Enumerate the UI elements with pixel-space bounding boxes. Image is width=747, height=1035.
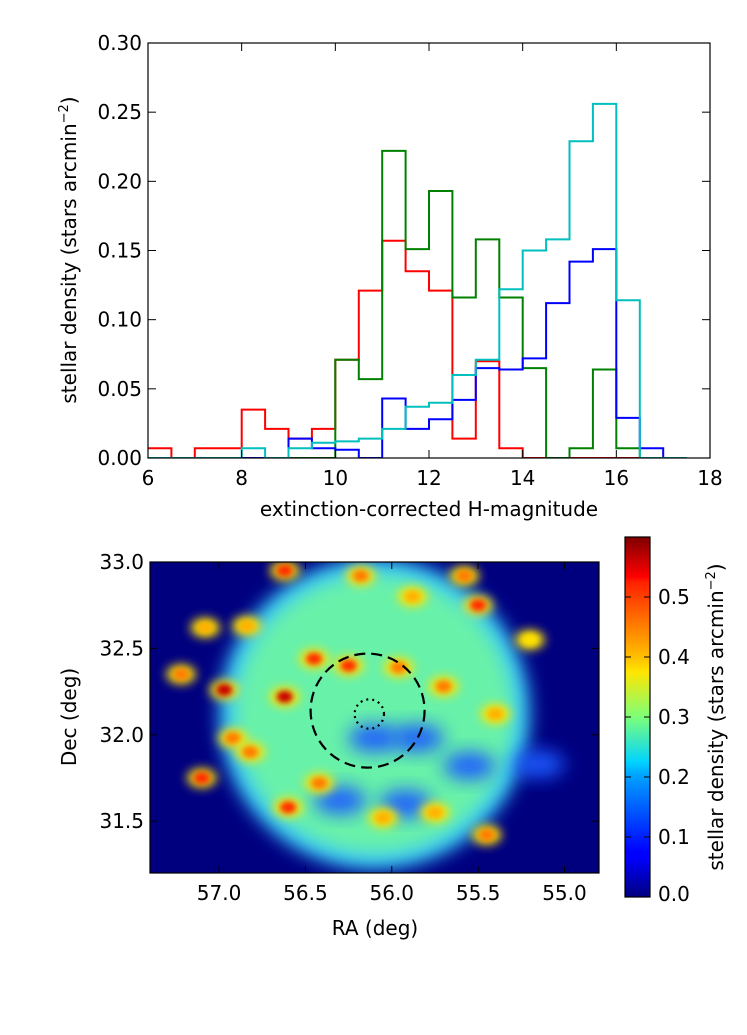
map-region-circles [309,652,426,769]
map-hot-region [521,633,538,646]
map-x-tick-label: 56.5 [283,881,328,905]
histogram-x-tick-label: 8 [235,466,248,490]
map-hot-region [306,652,323,665]
colorbar-tick-label: 0.3 [658,705,690,729]
map-hot-region [216,683,233,696]
histogram-y-tick-label: 0.30 [97,31,142,55]
map-y-axis-label: Dec (deg) [57,668,81,766]
map-x-axis-label: RA (deg) [332,916,418,940]
histogram-y-tick-label: 0.05 [97,377,142,401]
map-hot-region [352,569,369,582]
map-hot-region [456,569,473,582]
histogram-x-axis-label: extinction-corrected H-magnitude [260,497,598,521]
map-hot-region [426,806,443,819]
histogram-axes-frame [147,42,711,459]
histogram-y-tick-label: 0.10 [97,308,142,332]
map-density-field [166,562,565,870]
density-map-chart: 57.0 56.5 56.0 55.5 55.0 31.5 32.0 32.5 33.0 RA… [57,536,728,940]
map-y-tick-label: 33.0 [99,550,144,574]
map-hot-region [197,621,214,634]
histogram-y-ticks: 0.00 0.05 0.10 0.15 0.20 0.25 0.30 [97,31,710,470]
histogram-y-tick-label: 0.00 [97,446,142,470]
map-x-ticks: 57.0 56.5 56.0 55.5 55.0 [197,562,587,905]
histogram-y-axis-label: stellar density (stars arcmin−2) [57,96,81,403]
colorbar-tick-label: 0.2 [658,765,690,789]
map-x-tick-label: 55.5 [456,881,501,905]
histogram-series-green [148,149,687,458]
histogram-x-tick-label: 18 [697,466,722,490]
histogram-chart: 6 8 10 12 14 16 18 0.00 0.05 0.10 0.15 0.20 0.25 0.3… [57,31,723,521]
map-axes-frame [149,561,600,874]
colorbar-tick-label: 0.5 [658,585,690,609]
map-hot-region [470,599,487,612]
map-hot-region [390,661,407,674]
dotted-region-circle [353,698,386,730]
histogram-x-tick-label: 16 [604,466,629,490]
histogram-x-tick-label: 6 [142,466,155,490]
map-cold-region [391,724,444,753]
map-hot-region [238,619,255,632]
density-map-plot-area [150,562,599,873]
map-cold-region [512,750,565,779]
colorbar-tick-label: 0.1 [658,825,690,849]
map-x-tick-label: 57.0 [197,881,242,905]
map-hot-region [435,680,452,693]
colorbar-ticks: 0.0 0.1 0.2 0.3 0.4 0.5 [625,585,690,906]
histogram-x-tick-label: 14 [510,466,535,490]
map-cold-region [348,724,401,753]
map-cold-region [313,786,366,815]
histogram-x-tick-label: 10 [323,466,348,490]
colorbar-tick-label: 0.0 [658,882,690,906]
map-hot-region [280,801,297,814]
map-x-tick-label: 55.0 [542,881,587,905]
map-hot-region [340,659,357,672]
map-hot-region [487,708,504,721]
colorbar-label: stellar density (stars arcmin−2) [704,563,728,870]
histogram-series-blue [148,248,687,458]
histogram-y-tick-label: 0.15 [97,239,142,263]
map-y-ticks: 31.5 32.0 32.5 33.0 [99,550,599,833]
map-hot-region [404,590,421,603]
map-hot-region [478,828,495,841]
map-y-tick-label: 32.0 [99,723,144,747]
colorbar-tick-label: 0.4 [658,645,690,669]
map-hot-region [193,771,210,784]
map-hot-region [224,732,241,745]
histogram-series-red [148,239,687,458]
map-hot-region [276,564,293,577]
map-hot-region [375,811,392,824]
map-hot-region [311,777,328,790]
map-y-tick-label: 32.5 [99,636,144,660]
map-hot-region [242,746,259,759]
histogram-y-tick-label: 0.20 [97,169,142,193]
map-hot-region [276,690,293,703]
dashed-region-circle [309,652,426,769]
histogram-series-cyan [148,102,687,458]
map-x-tick-label: 56.0 [370,881,415,905]
map-cold-region [443,751,496,780]
histogram-series-group [148,102,687,458]
histogram-y-tick-label: 0.25 [97,100,142,124]
map-y-tick-label: 31.5 [99,809,144,833]
histogram-x-ticks: 6 8 10 12 14 16 18 [142,43,723,490]
map-hot-region [173,668,190,681]
histogram-x-tick-label: 12 [416,466,441,490]
